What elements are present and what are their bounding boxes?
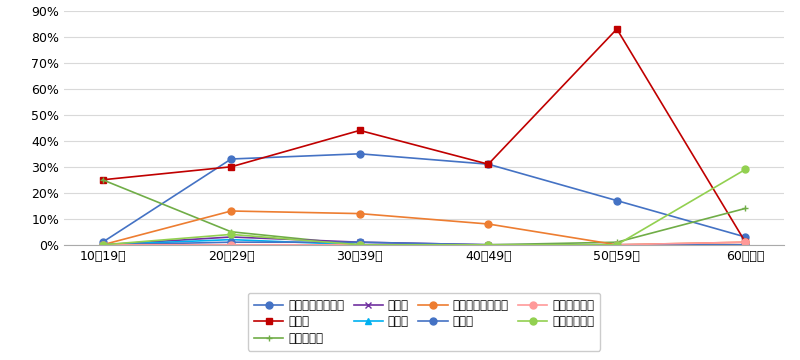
- 交通の利便性: [483, 243, 493, 247]
- 卒　業: [226, 238, 236, 242]
- 交通の利便性: [98, 243, 107, 247]
- Line: 就　学: 就 学: [99, 234, 749, 248]
- 卒　業: [355, 243, 365, 247]
- 就　学: [612, 243, 622, 247]
- 就　学: [355, 240, 365, 244]
- 退護・廣業: [741, 206, 750, 211]
- 就護・転職・転業: [741, 235, 750, 239]
- 転　動: [355, 128, 365, 132]
- Line: 結婚・離婚・縁組: 結婚・離婚・縁組: [99, 207, 749, 248]
- 生活の利便性: [355, 243, 365, 247]
- Line: 就護・転職・転業: 就護・転職・転業: [99, 150, 749, 246]
- 就　学: [741, 243, 750, 247]
- 卒　業: [98, 243, 107, 247]
- 結婚・離婚・縁組: [741, 240, 750, 244]
- 就護・転職・転業: [98, 240, 107, 244]
- 退護・廣業: [98, 177, 107, 182]
- 生活の利便性: [612, 243, 622, 247]
- 就護・転職・転業: [612, 198, 622, 203]
- Line: 交通の利便性: 交通の利便性: [99, 239, 749, 248]
- 交通の利便性: [226, 243, 236, 247]
- 住　宅: [226, 240, 236, 244]
- 住　宅: [741, 243, 750, 247]
- 住　宅: [612, 243, 622, 247]
- 転　動: [612, 27, 622, 31]
- 生活の利便性: [98, 243, 107, 247]
- 住　宅: [483, 243, 493, 247]
- 退護・廣業: [483, 243, 493, 247]
- Legend: 就護・転職・転業, 転　動, 退護・廣業, 就　学, 卒　業, 結婚・離婚・縁組, 住　宅, 交通の利便性, 生活の利便性: 就護・転職・転業, 転 動, 退護・廣業, 就 学, 卒 業, 結婚・離婚・縁組…: [248, 293, 600, 351]
- 生活の利便性: [226, 232, 236, 237]
- 転　動: [741, 240, 750, 244]
- 転　動: [98, 177, 107, 182]
- 住　宅: [98, 243, 107, 247]
- 就　学: [226, 235, 236, 239]
- 卒　業: [612, 243, 622, 247]
- Line: 卒　業: 卒 業: [99, 236, 749, 248]
- 結婚・離婚・縁組: [483, 222, 493, 226]
- Line: 住　宅: 住 宅: [99, 239, 749, 248]
- 結婚・離婚・縁組: [226, 209, 236, 213]
- 卒　業: [741, 243, 750, 247]
- 交通の利便性: [741, 240, 750, 244]
- 生活の利便性: [741, 167, 750, 172]
- Line: 退護・廣業: 退護・廣業: [99, 176, 749, 248]
- 退護・廣業: [355, 243, 365, 247]
- 就護・転職・転業: [226, 157, 236, 161]
- 交通の利便性: [355, 243, 365, 247]
- 転　動: [483, 162, 493, 166]
- 就護・転職・転業: [483, 162, 493, 166]
- 卒　業: [483, 243, 493, 247]
- 交通の利便性: [612, 243, 622, 247]
- 結婚・離婚・縁組: [98, 243, 107, 247]
- 結婚・離婚・縁組: [355, 211, 365, 216]
- Line: 生活の利便性: 生活の利便性: [99, 166, 749, 248]
- 転　動: [226, 165, 236, 169]
- 退護・廣業: [226, 230, 236, 234]
- 就　学: [98, 243, 107, 247]
- 住　宅: [355, 240, 365, 244]
- Line: 転　動: 転 動: [99, 26, 749, 246]
- 生活の利便性: [483, 243, 493, 247]
- 結婚・離婚・縁組: [612, 243, 622, 247]
- 退護・廣業: [612, 240, 622, 244]
- 就　学: [483, 243, 493, 247]
- 就護・転職・転業: [355, 152, 365, 156]
